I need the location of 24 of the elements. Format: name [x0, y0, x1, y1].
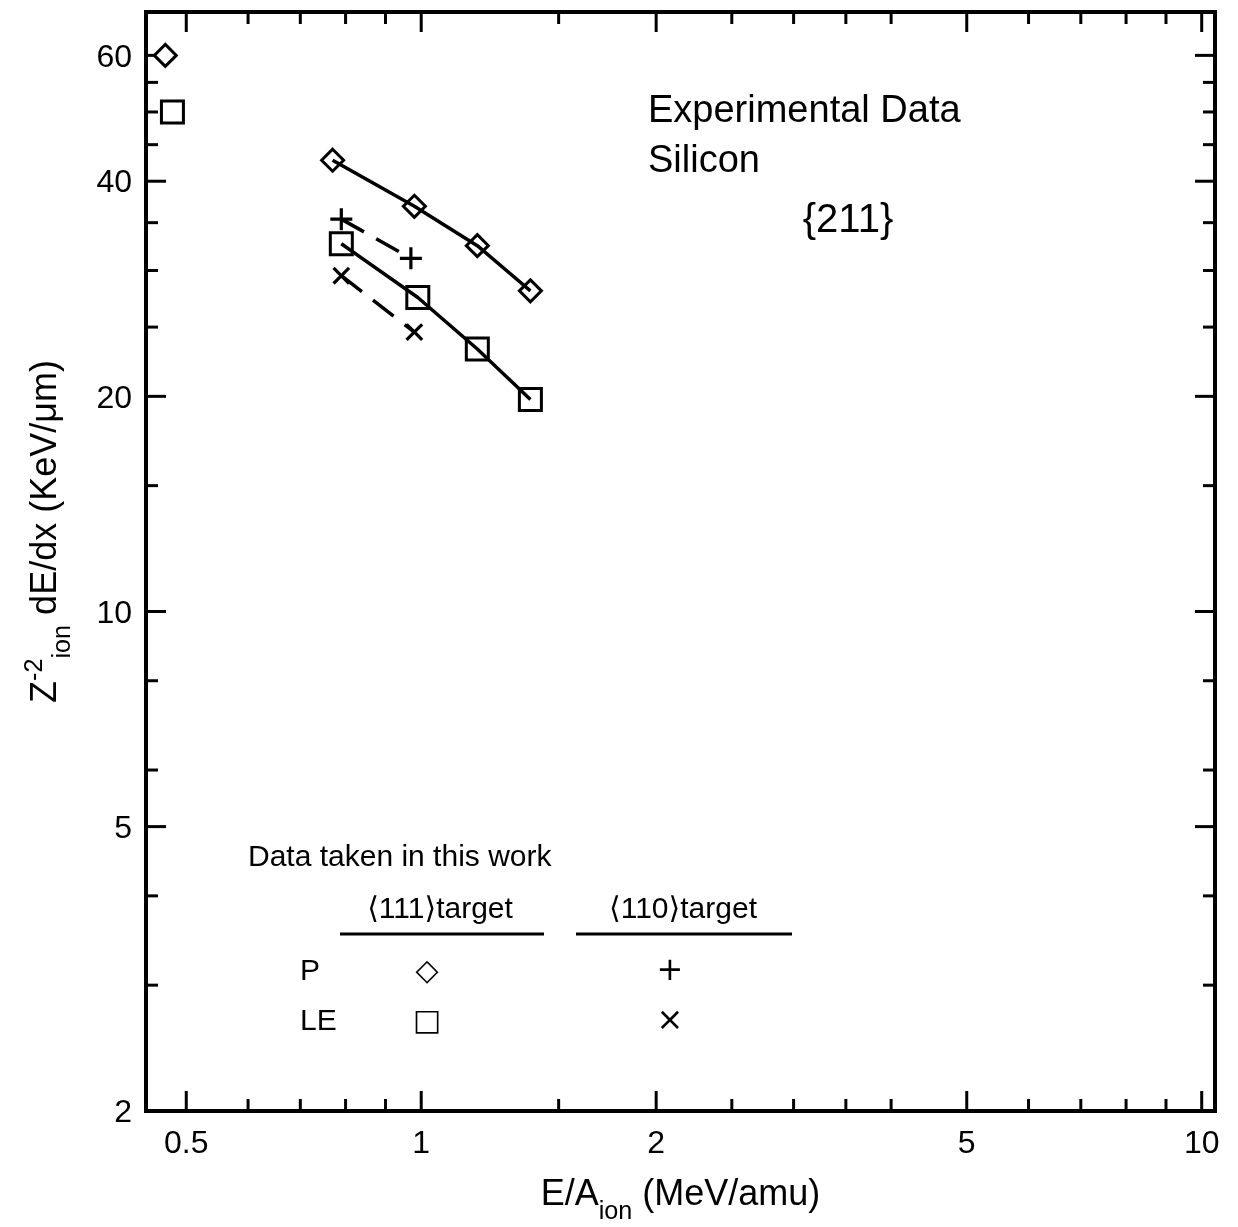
x-tick-label: 10	[1183, 1124, 1220, 1160]
annotation: □	[412, 1002, 442, 1037]
annotation: {211}	[802, 196, 894, 240]
annotation: ◇	[415, 952, 439, 987]
annotation: ⟨110⟩target	[609, 891, 758, 924]
annotation: Data taken in this work	[248, 839, 553, 872]
y-tick-label: 60	[96, 37, 132, 74]
annotation: Silicon	[648, 138, 760, 180]
x-tick-label: 0.5	[164, 1124, 209, 1160]
annotation: Experimental Data	[648, 88, 962, 130]
x-tick-label: 5	[957, 1124, 976, 1160]
y-tick-label: 20	[96, 378, 132, 415]
annotation: +	[656, 950, 684, 988]
y-tick-label: 40	[96, 163, 132, 200]
annotation: LE	[300, 1003, 337, 1036]
x-tick-label: 2	[647, 1124, 666, 1160]
annotation: ⟨111⟩target	[367, 891, 514, 924]
y-tick-label: 5	[114, 808, 132, 845]
y-tick-label: 2	[114, 1093, 132, 1130]
annotation: ×	[656, 1000, 684, 1038]
y-tick-label: 10	[96, 593, 132, 630]
annotation: P	[300, 953, 321, 986]
x-axis-title: E/A$_{ion}$ (MeV/amu)	[540, 1172, 821, 1224]
x-tick-label: 1	[412, 1124, 431, 1160]
